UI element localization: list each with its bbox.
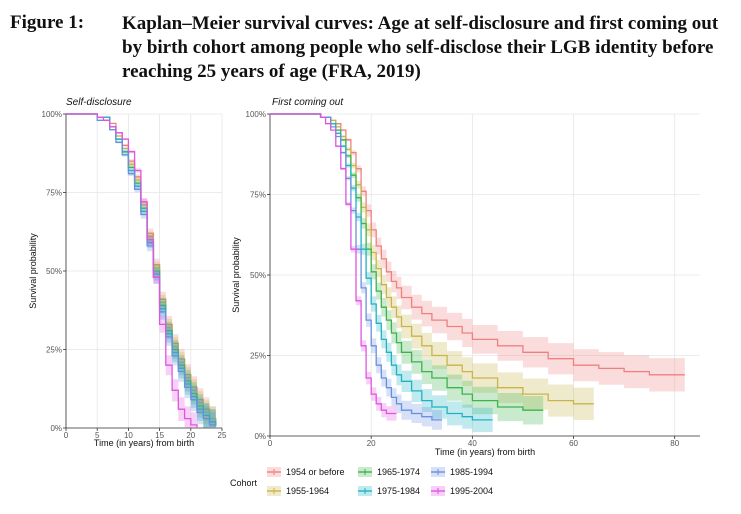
x-axis-label: Time (in years) from birth	[435, 447, 535, 457]
x-tick-label: 0	[268, 439, 273, 448]
y-tick-label: 75%	[250, 191, 266, 200]
x-tick-label: 0	[64, 431, 69, 440]
legend-entry-label: 1954 or before	[286, 467, 345, 477]
series-band	[270, 114, 685, 392]
series-line	[66, 113, 198, 428]
legend-title: Cohort	[230, 478, 258, 488]
panel-title: First coming out	[272, 97, 344, 108]
legend: Cohort 1954 or before 1955-1964 1965-1974 19…	[230, 467, 493, 496]
x-axis-label: Time (in years) from birth	[94, 438, 194, 448]
series-line	[270, 113, 594, 405]
chart-panel-0: 0% 25% 50% 75% 100% 0 5 10 15 20 25 Self-disclosure…	[28, 97, 227, 448]
legend-entry-label: 1955-1964	[286, 486, 329, 496]
figure-label: Figure 1:	[10, 12, 85, 33]
y-axis-label: Survival probability	[231, 237, 241, 313]
y-tick-label: 50%	[250, 271, 266, 280]
series-band	[270, 114, 544, 425]
series-band	[270, 114, 594, 420]
legend-entry-label: 1965-1974	[377, 467, 420, 477]
y-tick-label: 50%	[46, 267, 62, 276]
series-band	[66, 114, 216, 428]
legend-entry-label: 1985-1994	[450, 467, 493, 477]
x-tick-label: 60	[569, 439, 578, 448]
y-axis-label: Survival probability	[28, 233, 38, 309]
x-tick-label: 80	[670, 439, 679, 448]
x-tick-label: 5	[95, 431, 100, 440]
y-tick-label: 25%	[250, 352, 266, 361]
legend-entry-label: 1975-1984	[377, 486, 420, 496]
y-tick-label: 100%	[246, 110, 266, 119]
x-tick-label: 25	[218, 431, 227, 440]
chart-panel-1: 0% 25% 50% 75% 100% 0 20 40 60 80 First coming out…	[231, 97, 700, 457]
legend-entry-label: 1995-2004	[450, 486, 493, 496]
x-tick-label: 10	[124, 431, 133, 440]
figure-title: Kaplan–Meier survival curves: Age at sel…	[122, 13, 719, 82]
y-tick-label: 75%	[46, 189, 62, 198]
y-tick-label: 100%	[42, 110, 62, 119]
y-tick-label: 0%	[50, 424, 62, 433]
x-tick-label: 20	[186, 431, 195, 440]
series-line	[270, 113, 544, 411]
series-line	[270, 113, 442, 421]
x-tick-label: 40	[468, 439, 477, 448]
series-band	[270, 114, 397, 421]
y-tick-label: 0%	[254, 432, 266, 441]
x-tick-label: 20	[367, 439, 376, 448]
panel-title: Self-disclosure	[66, 97, 132, 108]
x-tick-label: 15	[155, 431, 164, 440]
y-tick-label: 25%	[46, 346, 62, 355]
series-line	[270, 113, 397, 415]
series-band	[66, 114, 216, 428]
